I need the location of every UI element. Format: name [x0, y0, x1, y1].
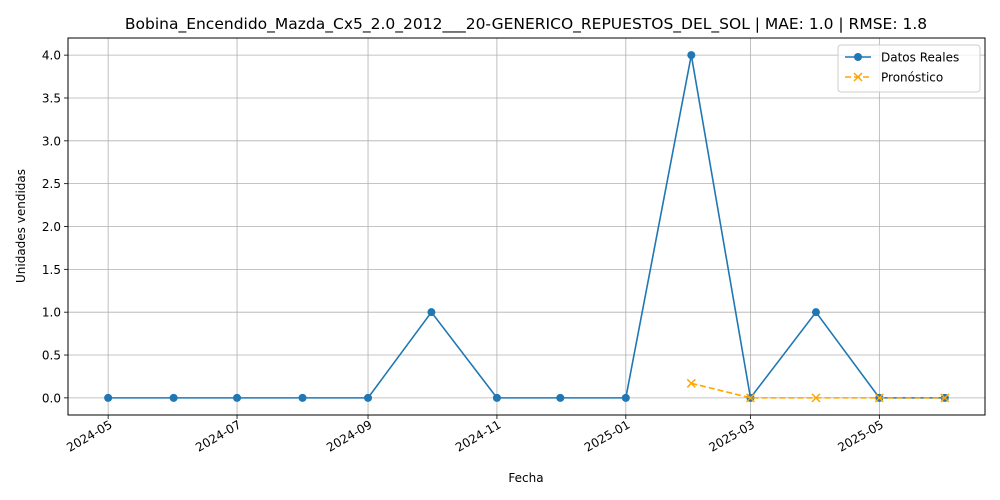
data-point-datos-reales	[492, 393, 501, 402]
x-tick-label: 2024-07	[193, 417, 243, 454]
y-tick-label: 3.0	[42, 134, 61, 148]
y-tick-label: 1.5	[42, 263, 61, 277]
y-tick-label: 2.5	[42, 177, 61, 191]
data-point-datos-reales	[687, 51, 696, 60]
y-tick-label: 3.5	[42, 91, 61, 105]
x-axis: 2024-05 2024-07 2024-09 2024-11 2025-01 2025-…	[64, 415, 886, 455]
x-tick-label: 2024-05	[64, 417, 114, 454]
data-point-datos-reales	[621, 393, 630, 402]
y-tick-label: 0.5	[42, 349, 61, 363]
data-point-datos-reales	[556, 393, 565, 402]
data-point-pronostico	[874, 393, 884, 403]
legend-label: Pronóstico	[881, 71, 943, 85]
data-point-pronostico	[940, 393, 950, 403]
legend-marker	[853, 72, 863, 82]
data-point-pronostico	[686, 378, 696, 388]
data-point-datos-reales	[104, 393, 113, 402]
series-layer	[104, 51, 950, 403]
legend-box	[837, 44, 981, 93]
series-line-datos-reales	[108, 54, 945, 400]
x-tick-label: 2025-01	[582, 417, 632, 454]
y-axis-label: Unidades vendidas	[14, 169, 28, 283]
data-point-datos-reales	[169, 393, 178, 402]
legend: Datos Reales Pronóstico	[837, 44, 981, 93]
y-tick-label: 0.0	[42, 391, 61, 405]
data-point-datos-reales	[427, 308, 436, 317]
x-tick-label: 2024-09	[324, 417, 374, 454]
x-tick-label: 2025-03	[707, 417, 757, 454]
data-point-pronostico	[811, 393, 821, 403]
legend-marker	[854, 53, 862, 61]
y-tick-label: 4.0	[42, 49, 61, 63]
data-point-datos-reales	[233, 393, 242, 402]
legend-label: Datos Reales	[881, 51, 959, 65]
data-point-pronostico	[745, 393, 755, 403]
data-point-datos-reales	[364, 393, 373, 402]
data-point-datos-reales	[298, 393, 307, 402]
y-tick-label: 2.0	[42, 220, 61, 234]
y-axis: 0.0 0.5 1.0 1.5 2.0 2.5 3.0 3.5 4.0	[42, 49, 68, 405]
grid	[68, 38, 985, 415]
y-tick-label: 1.0	[42, 306, 61, 320]
data-point-datos-reales	[811, 308, 820, 317]
x-axis-label: Fecha	[508, 471, 543, 485]
chart-title: Bobina_Encendido_Mazda_Cx5_2.0_2012___20…	[125, 15, 927, 34]
x-tick-label: 2025-05	[835, 417, 885, 454]
x-tick-label: 2024-11	[453, 417, 503, 454]
